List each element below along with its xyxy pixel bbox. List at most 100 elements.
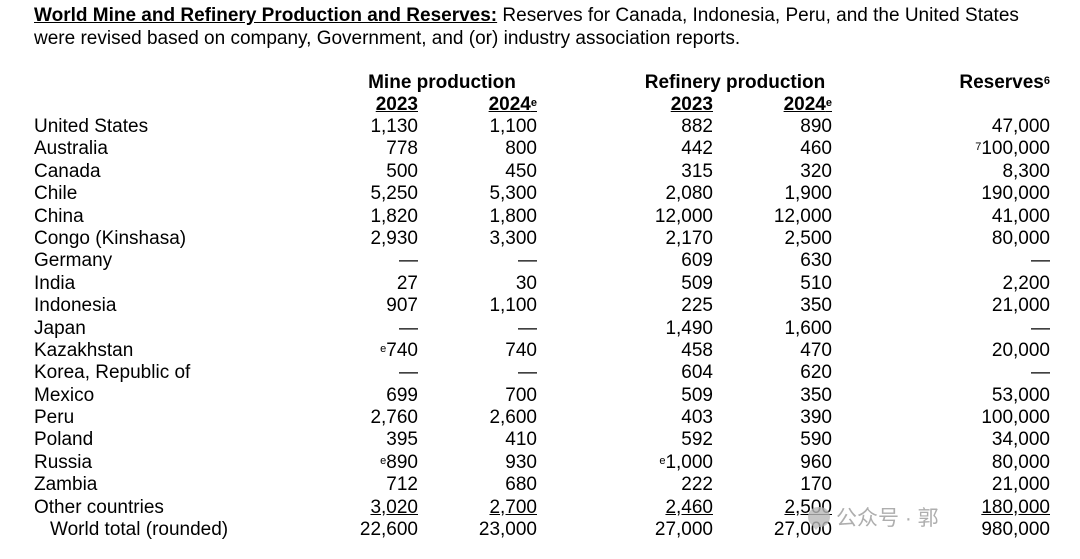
table-row: Russia e890 930 e1,000 960 80,000 [34,452,1064,474]
cell-value: 5,300 [489,183,537,205]
cell-value: 740 [505,339,537,361]
cell-mine-2024: 3,300 [489,228,537,250]
cell-reserves: 80,000 [992,228,1050,250]
table-row: Zambia 712 680 222 170 21,000 [34,474,1064,496]
cell-value: 778 [386,138,418,160]
cell-value: 890 [386,451,418,473]
cell-mine-2024: 2,600 [489,407,537,429]
cell-refinery-2023: 12,000 [655,206,713,228]
cell-mine-2023: 1,130 [370,116,418,138]
cell-value: 620 [800,362,832,384]
cell-value: 890 [800,116,832,137]
estimate-mark: e [825,97,832,109]
cell-reserves: 190,000 [981,183,1050,205]
cell-value: 630 [800,250,832,272]
cell-value: 20,000 [991,339,1050,361]
cell-value: 2,700 [489,496,537,518]
cell-mine-2023: 778 [386,138,418,160]
country-name: United States [34,116,149,137]
cell-mine-2023: 22,600 [360,519,418,541]
cell-mine-2024: 1,100 [489,116,537,138]
cell-reserves: 100,000 [981,407,1050,429]
cell-mine-2024: 410 [505,429,537,451]
cell-value: 2,600 [489,407,537,429]
table-row: United States 1,130 1,100 882 890 47,000 [34,116,1064,138]
cell-value: 190,000 [981,183,1050,205]
cell-reserves: — [1031,362,1050,384]
cell-mine-2023: 5,250 [370,183,418,205]
cell-mine-2024: — [518,250,537,272]
table-row: China 1,820 1,800 12,000 12,000 41,000 [34,206,1064,228]
cell-value: — [1031,317,1050,339]
cell-mine-2024: 800 [505,138,537,160]
cell-value: 395 [386,429,418,451]
cell-value: 458 [681,339,713,361]
watermark: 公众号 · 郭 [808,502,939,532]
cell-value: 390 [800,407,832,429]
total-row: World total (rounded) 22,600 23,000 27,000 2… [34,519,1064,541]
watermark-text: 公众号 · 郭 [836,507,939,530]
cell-mine-2023: 699 [386,385,418,407]
country-name: Germany [34,250,113,272]
table-row: Mexico 699 700 509 350 53,000 [34,385,1064,407]
cell-value: — [1031,250,1050,272]
table-row: Australia 778 800 442 460 7100,000 [34,138,1064,160]
table-row: Poland 395 410 592 590 34,000 [34,429,1064,451]
cell-value: 27,000 [654,519,713,541]
header-mine-2023: 2023 [375,94,418,115]
cell-value: 907 [386,295,418,317]
cell-refinery-2023: e1,000 [659,452,713,474]
cell-value: 700 [505,384,537,406]
cell-value: — [518,317,537,339]
cell-reserves: 8,300 [1002,161,1050,183]
cell-reserves: 34,000 [992,429,1050,451]
country-name: Poland [34,429,94,451]
cell-mine-2024: 2,700 [489,497,537,519]
cell-value: 22,600 [359,519,418,541]
table-row: Japan — — 1,490 1,600 — [34,318,1064,340]
header-mine-2024-year: 2024 [488,94,531,115]
footnote-mark: e [380,454,387,467]
cell-reserves: 53,000 [992,385,1050,407]
cell-mine-2023: 2,930 [370,228,418,250]
country-name: Mexico [34,384,95,406]
cell-value: 12,000 [654,205,713,227]
cell-refinery-2024: 1,600 [784,318,832,340]
cell-reserves: 21,000 [992,295,1050,317]
cell-value: 882 [681,116,713,137]
cell-mine-2023: — [399,362,418,384]
cell-refinery-2023: 225 [681,295,713,317]
cell-value: 8,300 [1002,160,1050,182]
cell-value: 699 [386,384,418,406]
cell-mine-2023: 27 [397,273,418,295]
cell-mine-2024: 1,100 [489,295,537,317]
cell-mine-2023: e890 [380,452,418,474]
cell-mine-2024: 1,800 [489,206,537,228]
cell-value: 315 [681,160,713,182]
cell-refinery-2023: 882 [681,116,713,138]
country-name: Russia [34,451,93,473]
cell-value: 180,000 [981,496,1050,518]
cell-refinery-2023: 2,170 [665,228,713,250]
cell-mine-2024: 450 [505,161,537,183]
cell-value: 460 [800,138,832,160]
cell-value: 350 [800,295,832,317]
country-name: Australia [34,138,108,160]
cell-refinery-2023: 509 [681,273,713,295]
cell-value: 960 [800,451,832,473]
cell-refinery-2023: 2,460 [665,497,713,519]
cell-refinery-2023: 1,490 [665,318,713,340]
cell-mine-2024: 680 [505,474,537,496]
cell-value: 47,000 [991,116,1050,137]
header-refinery-2024: 2024e [762,94,832,116]
cell-value: — [399,317,418,339]
cell-refinery-2024: 890 [800,116,832,138]
cell-mine-2023: 907 [386,295,418,317]
cell-refinery-2023: 27,000 [655,519,713,541]
cell-value: 80,000 [991,227,1050,249]
cell-value: 1,100 [489,295,537,317]
cell-refinery-2024: 350 [800,295,832,317]
country-name: World total (rounded) [50,519,229,541]
header-refinery-2023: 2023 [670,94,713,115]
cell-refinery-2024: 350 [800,385,832,407]
